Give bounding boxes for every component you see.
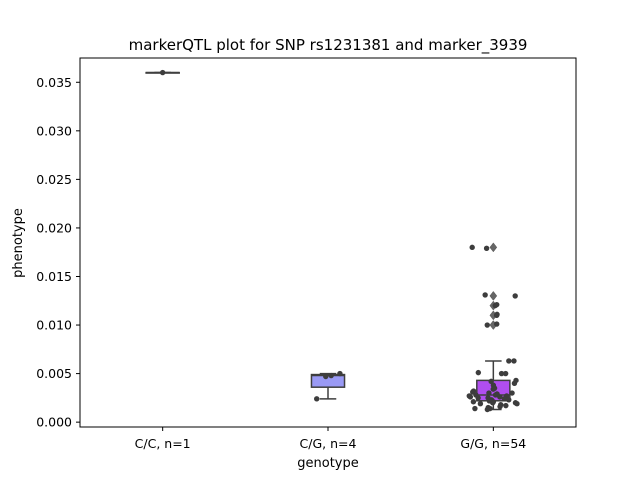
data-point — [494, 311, 500, 318]
y-tick-label: 0.005 — [36, 366, 72, 381]
data-point — [494, 301, 500, 308]
data-point — [506, 397, 512, 403]
x-tick-label: C/G, n=4 — [300, 436, 357, 451]
data-point — [506, 358, 512, 364]
strip-series — [466, 244, 520, 413]
data-point — [159, 69, 166, 76]
data-point — [492, 392, 499, 398]
data-point — [477, 400, 484, 407]
data-point — [509, 390, 515, 396]
data-point — [514, 400, 520, 407]
data-point — [498, 370, 505, 377]
data-point — [503, 402, 509, 409]
data-point — [484, 322, 490, 328]
x-axis: C/C, n=1 C/G, n=4 G/G, n=54 — [135, 427, 526, 451]
data-point — [502, 370, 509, 377]
data-point — [484, 406, 491, 413]
strip-series — [159, 69, 166, 76]
data-point — [472, 405, 478, 412]
plot-area — [145, 69, 520, 413]
y-tick-label: 0.030 — [36, 123, 72, 138]
data-point — [323, 373, 329, 380]
y-tick-label: 0.010 — [36, 318, 72, 333]
y-tick-label: 0.020 — [36, 220, 72, 235]
strip-series — [314, 370, 343, 402]
data-point — [337, 370, 343, 377]
data-point — [511, 380, 518, 387]
data-point — [470, 399, 477, 405]
outlier-point — [489, 291, 498, 301]
x-tick-label: C/C, n=1 — [135, 436, 191, 451]
data-point — [490, 400, 496, 406]
outlier-point — [489, 242, 498, 253]
data-point — [497, 403, 503, 410]
y-tick-label: 0.015 — [36, 269, 72, 284]
data-point — [328, 372, 334, 379]
data-point — [501, 396, 508, 402]
data-point — [512, 293, 518, 299]
y-axis: 0.000 0.005 0.010 0.015 0.020 0.025 0.030 0.035 — [36, 75, 80, 430]
y-tick-label: 0.035 — [36, 75, 72, 90]
box-iqr — [310, 373, 346, 388]
data-point — [511, 358, 517, 364]
data-point — [469, 244, 475, 251]
y-axis-label: phenotype — [11, 208, 26, 278]
data-point — [475, 395, 481, 401]
x-tick-label: G/G, n=54 — [460, 436, 526, 451]
data-point — [314, 396, 320, 402]
y-tick-label: 0.025 — [36, 172, 72, 187]
chart-title: markerQTL plot for SNP rs1231381 and mar… — [129, 36, 528, 55]
data-point — [490, 386, 496, 392]
data-point — [475, 369, 482, 376]
data-point — [494, 321, 500, 327]
data-point — [497, 394, 503, 400]
data-point — [486, 390, 492, 396]
y-tick-label: 0.000 — [36, 415, 72, 430]
data-point — [467, 394, 474, 400]
x-axis-label: genotype — [297, 456, 358, 471]
data-point — [482, 292, 488, 298]
data-point — [483, 245, 490, 252]
